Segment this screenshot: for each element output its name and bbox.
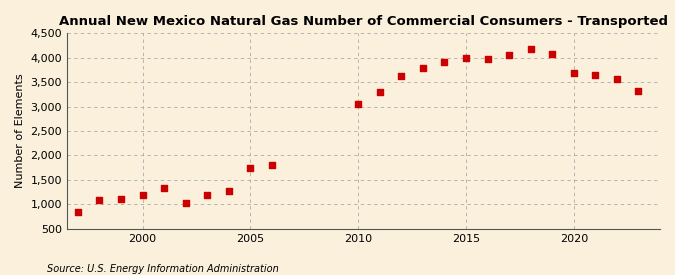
Point — [417, 66, 428, 70]
Y-axis label: Number of Elements: Number of Elements — [15, 74, 25, 188]
Point — [568, 71, 579, 76]
Point — [633, 89, 644, 93]
Point — [94, 198, 105, 202]
Point — [460, 56, 471, 60]
Point — [525, 47, 536, 52]
Point — [439, 59, 450, 64]
Point — [547, 52, 558, 56]
Point — [245, 165, 256, 170]
Point — [353, 101, 364, 106]
Point — [159, 186, 169, 190]
Title: Annual New Mexico Natural Gas Number of Commercial Consumers - Transported: Annual New Mexico Natural Gas Number of … — [59, 15, 668, 28]
Point — [590, 73, 601, 78]
Point — [396, 74, 406, 78]
Point — [482, 57, 493, 61]
Point — [612, 76, 622, 81]
Point — [267, 163, 277, 167]
Point — [72, 209, 83, 214]
Point — [504, 53, 514, 57]
Point — [115, 197, 126, 202]
Point — [137, 193, 148, 198]
Point — [202, 193, 213, 198]
Point — [223, 188, 234, 193]
Point — [180, 201, 191, 205]
Text: Source: U.S. Energy Information Administration: Source: U.S. Energy Information Administ… — [47, 264, 279, 274]
Point — [375, 90, 385, 94]
